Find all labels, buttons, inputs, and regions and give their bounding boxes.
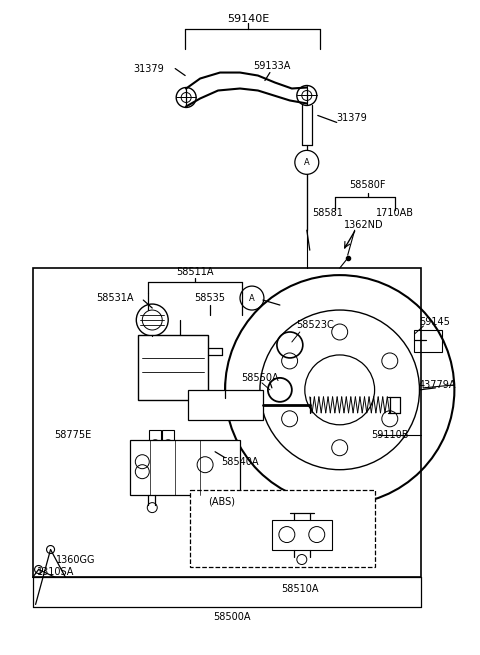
Text: A: A <box>249 293 255 303</box>
Text: 59145: 59145 <box>419 317 450 327</box>
Bar <box>190 490 374 567</box>
Text: 58580F: 58580F <box>349 180 386 191</box>
Text: 1710AB: 1710AB <box>375 208 414 218</box>
Text: 1362ND: 1362ND <box>344 220 384 230</box>
Bar <box>162 430 174 450</box>
Bar <box>33 268 421 578</box>
Bar <box>138 335 208 400</box>
Bar <box>130 440 240 495</box>
Text: 58540A: 58540A <box>221 457 259 467</box>
Text: 58523C: 58523C <box>296 320 334 330</box>
Text: A: A <box>304 158 310 167</box>
Bar <box>272 519 332 550</box>
Bar <box>415 330 443 352</box>
Text: 58510A: 58510A <box>281 584 319 595</box>
Text: 58511A: 58511A <box>176 267 214 277</box>
Text: 1310SA: 1310SA <box>37 567 74 578</box>
Text: (ABS): (ABS) <box>208 496 236 506</box>
Text: 31379: 31379 <box>133 64 164 73</box>
Text: 58581: 58581 <box>312 208 343 218</box>
Text: 1360GG: 1360GG <box>56 555 95 565</box>
Text: 58535: 58535 <box>194 293 226 303</box>
Text: 58550A: 58550A <box>241 373 279 383</box>
Text: 59140E: 59140E <box>227 14 269 24</box>
Bar <box>149 430 161 450</box>
Text: 58500A: 58500A <box>213 612 251 622</box>
Text: 58531A: 58531A <box>96 293 134 303</box>
Bar <box>188 390 263 420</box>
Text: 58775E: 58775E <box>54 430 91 440</box>
Text: 43779A: 43779A <box>419 380 456 390</box>
Text: 59110B: 59110B <box>371 430 408 440</box>
Text: 31379: 31379 <box>336 113 367 123</box>
Text: 59133A: 59133A <box>253 60 290 71</box>
